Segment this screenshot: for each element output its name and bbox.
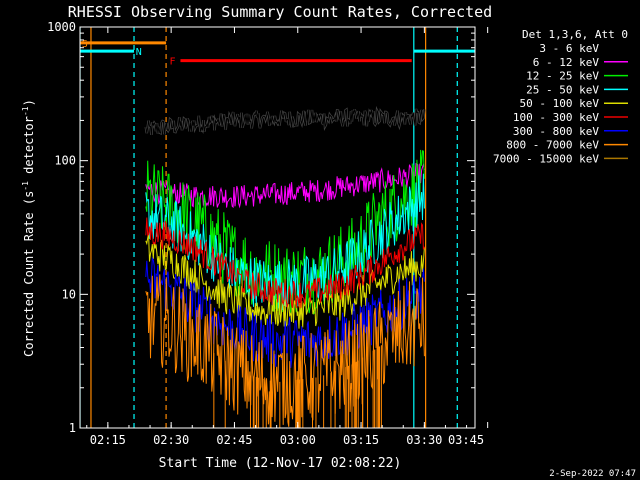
y-axis: 1 10 100 1000	[47, 20, 475, 435]
series-line-3	[145, 173, 425, 311]
y-axis-label: Corrected Count Rate (s-1 detector-1)	[21, 99, 36, 357]
legend-header: Det 1,3,6, Att 0	[522, 28, 628, 41]
series-line-1	[145, 162, 425, 209]
x-tick-label-6: 03:45	[448, 433, 484, 447]
x-axis-label: Start Time (12-Nov-17 02:08:22)	[159, 456, 402, 471]
y-tick-label-3: 1000	[47, 20, 76, 34]
x-tick-label-3: 03:00	[280, 433, 316, 447]
chart-title: RHESSI Observing Summary Count Rates, Co…	[68, 3, 492, 21]
y-tick-label-2: 100	[54, 154, 76, 168]
legend-label-8: 7000 - 15000 keV	[493, 152, 599, 165]
marker-f: F	[169, 57, 175, 68]
x-tick-label-0: 02:15	[90, 433, 126, 447]
marker-n: N	[136, 47, 142, 58]
series-line-4	[145, 234, 425, 329]
plot-area: S N F	[80, 27, 475, 428]
x-tick-label-1: 02:30	[153, 433, 189, 447]
legend-label-2: 12 - 25 keV	[526, 70, 599, 83]
x-tick-label-2: 02:45	[216, 433, 252, 447]
legend-label-3: 25 - 50 keV	[526, 83, 599, 96]
legend-label-5: 100 - 300 keV	[513, 111, 599, 124]
series-line-6	[145, 256, 425, 368]
y-tick-label-0: 1	[69, 421, 76, 435]
legend-label-7: 800 - 7000 keV	[506, 139, 599, 152]
plot-frame	[79, 26, 476, 429]
series-line-0	[145, 108, 425, 135]
x-tick-label-4: 03:15	[343, 433, 379, 447]
footer-date: 2-Sep-2022 07:47	[549, 469, 636, 479]
marker-s: S	[82, 39, 88, 50]
series-line-5	[145, 217, 425, 309]
y-tick-label-1: 10	[62, 287, 76, 301]
legend-label-4: 50 - 100 keV	[520, 97, 600, 110]
legend-label-0: 3 - 6 keV	[539, 42, 599, 55]
x-tick-label-5: 03:30	[406, 433, 442, 447]
legend-label-6: 300 - 800 keV	[513, 125, 599, 138]
x-axis: 02:15 02:30 02:45 03:00 03:15 03:30 03:45	[86, 27, 489, 447]
legend-label-1: 6 - 12 keV	[533, 56, 600, 69]
